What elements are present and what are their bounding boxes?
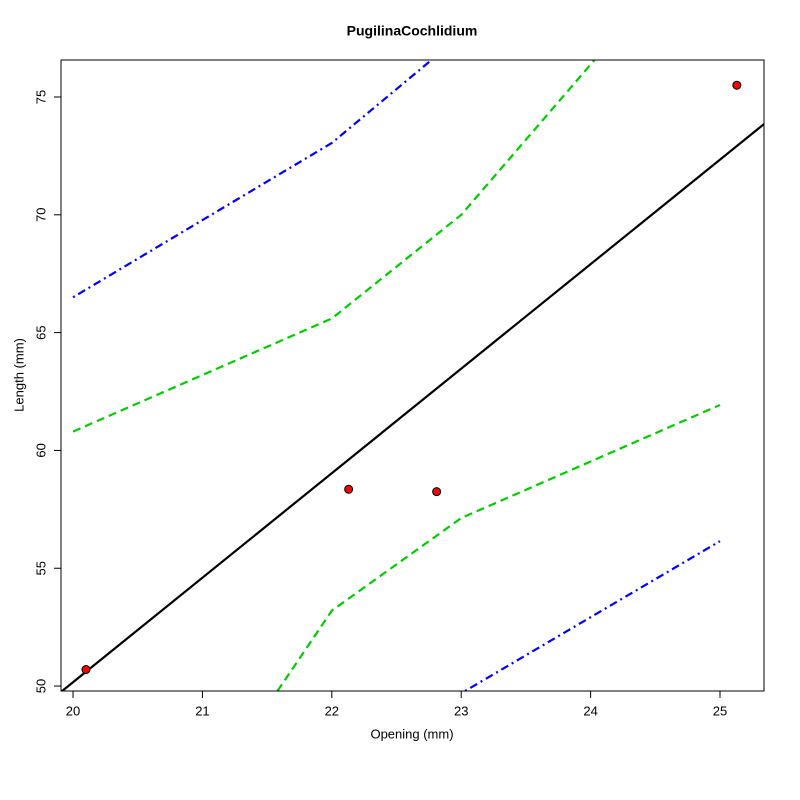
y-axis-label: Length (mm) — [11, 338, 26, 412]
x-tick-label: 20 — [66, 703, 80, 718]
plot-area — [61, 60, 764, 691]
y-tick-label: 75 — [33, 90, 48, 104]
data-point — [81, 665, 91, 675]
x-tick-label: 25 — [713, 703, 727, 718]
data-point — [344, 484, 354, 494]
chart-title: PugilinaCochlidium — [347, 23, 478, 39]
fit-line — [72, 60, 596, 433]
x-axis-label: Opening (mm) — [370, 726, 453, 741]
fit-line — [61, 123, 764, 691]
y-tick-label: 50 — [33, 679, 48, 693]
fit-line — [464, 540, 721, 691]
y-tick-label: 55 — [33, 561, 48, 575]
y-tick-label: 70 — [33, 208, 48, 222]
x-tick-label: 23 — [454, 703, 468, 718]
fit-line — [72, 60, 433, 299]
y-tick-label: 60 — [33, 443, 48, 457]
x-tick-label: 21 — [195, 703, 209, 718]
y-tick-label: 65 — [33, 325, 48, 339]
x-tick-label: 22 — [325, 703, 339, 718]
plot-frame — [60, 59, 765, 692]
fit-line — [276, 403, 721, 691]
data-point — [732, 80, 742, 90]
data-point — [432, 487, 442, 497]
x-tick-label: 24 — [583, 703, 597, 718]
